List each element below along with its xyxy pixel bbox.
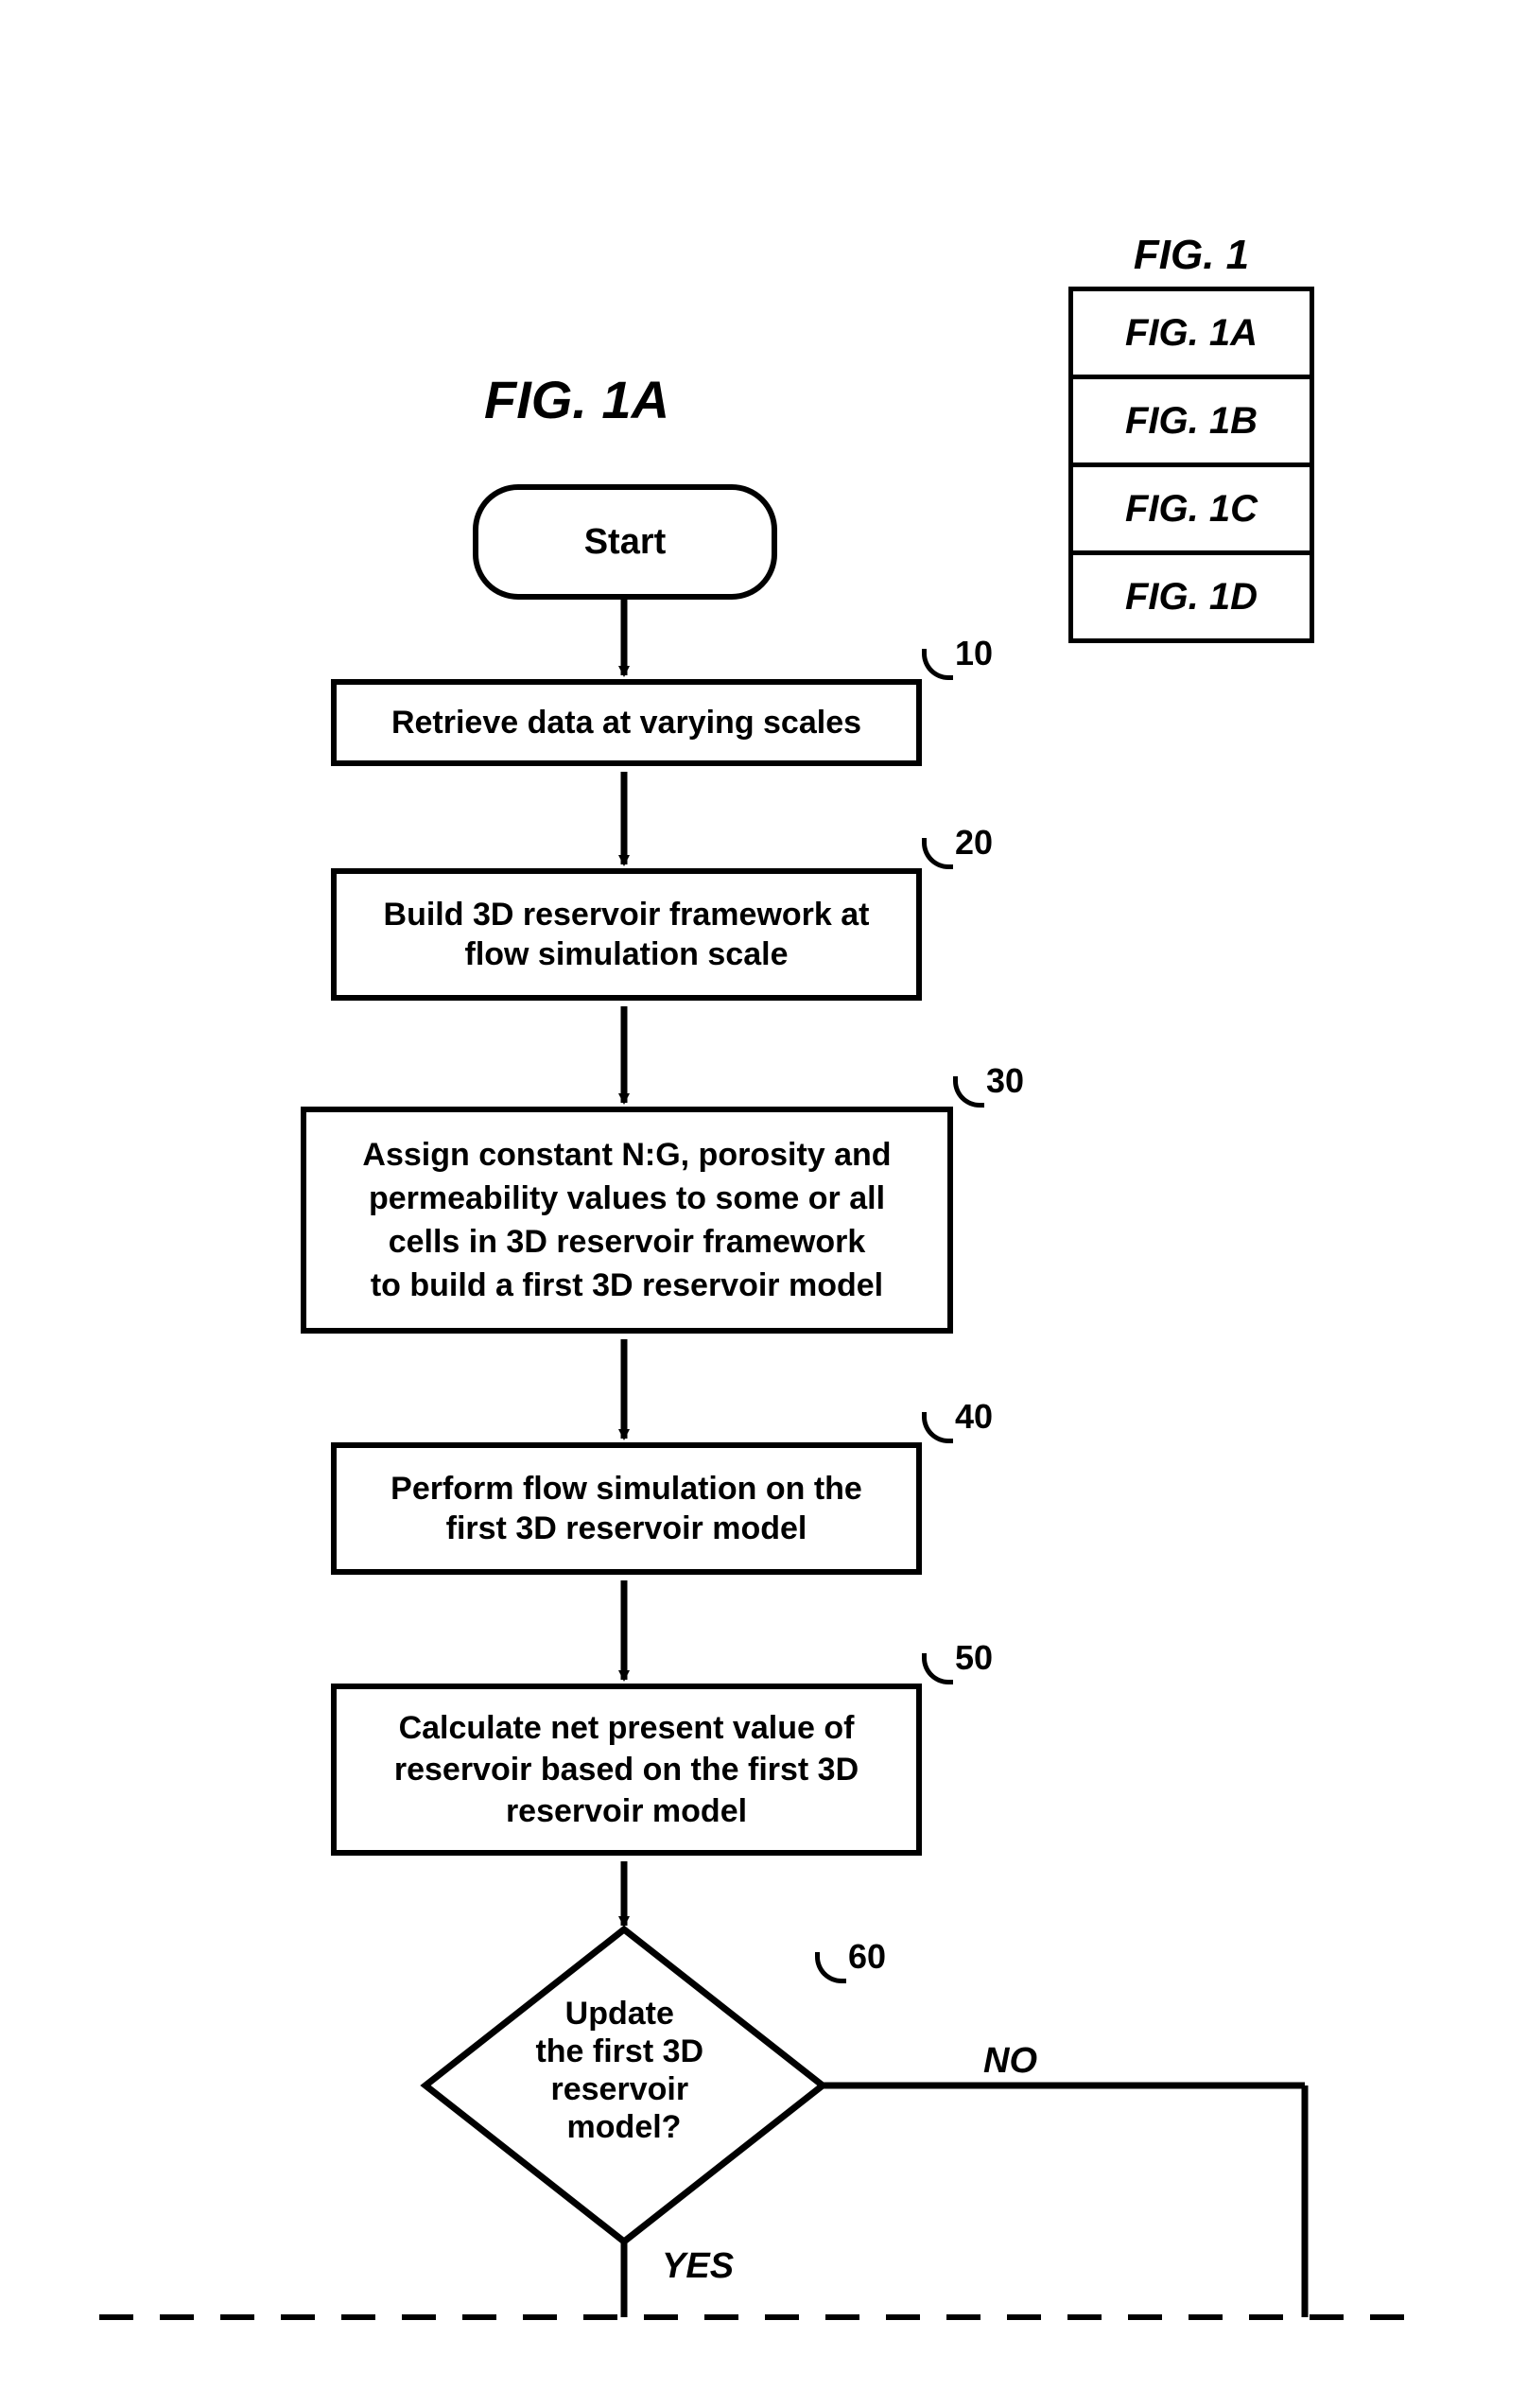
flowchart-canvas: FIG. 1A FIG. 1 FIG. 1A FIG. 1B FIG. 1C F…: [0, 0, 1527, 2408]
connectors-svg: Update the first 3D reservoir model?: [0, 0, 1527, 2408]
